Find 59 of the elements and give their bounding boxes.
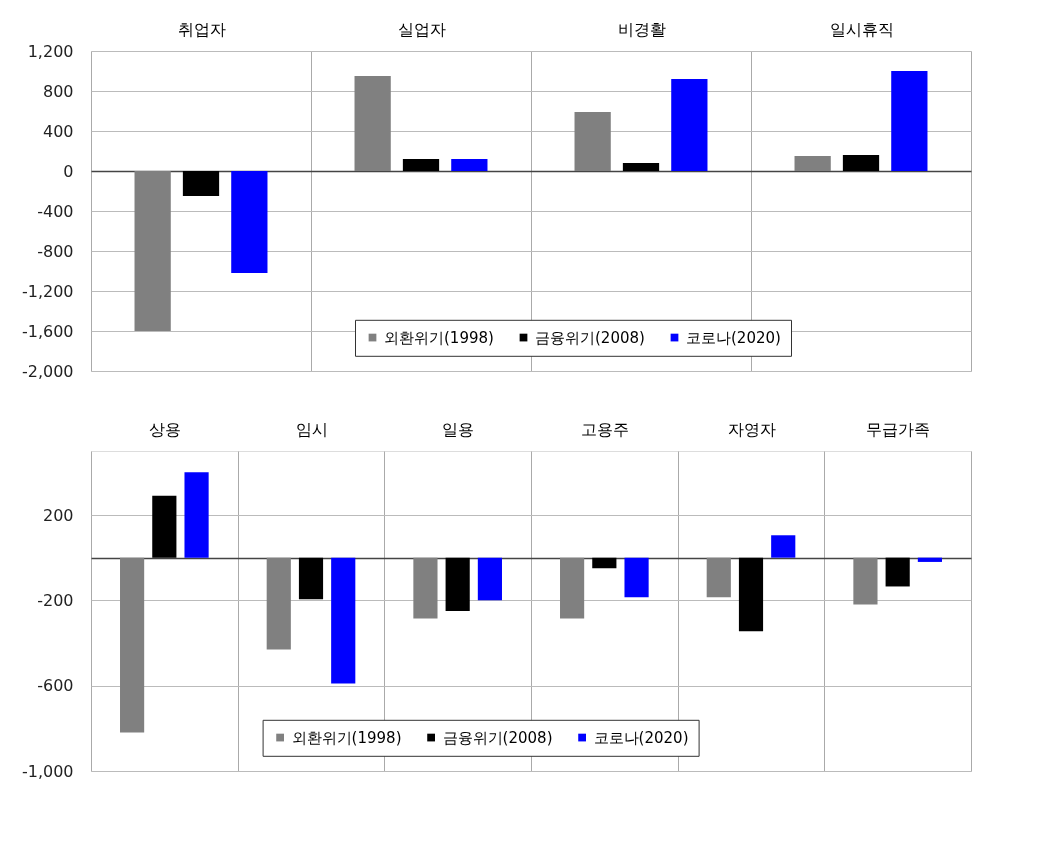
bar — [853, 557, 878, 605]
legend-label: 코로나(2020) — [686, 328, 781, 347]
bar — [885, 557, 910, 587]
x-tick-label: 상용 — [148, 419, 181, 439]
bar — [445, 557, 470, 611]
bar — [592, 557, 617, 569]
bar — [622, 163, 660, 171]
y-tick-label: 1,200 — [27, 41, 74, 61]
bar — [891, 71, 928, 171]
legend-label: 외환위기(1998) — [384, 328, 494, 347]
y-tick-label: 800 — [42, 81, 74, 101]
y-tick-label: -2,000 — [21, 361, 74, 381]
bar — [706, 557, 731, 598]
bar — [794, 156, 831, 171]
bar — [771, 535, 796, 558]
x-tick-label: 일용 — [442, 419, 475, 439]
legend-label: 금융위기(2008) — [535, 328, 645, 347]
legend-label: 금융위기(2008) — [442, 728, 553, 747]
bar — [331, 557, 356, 684]
bar — [738, 557, 764, 632]
y-tick-label: -600 — [37, 676, 74, 696]
bar — [184, 472, 209, 558]
y-tick-label: -1,600 — [21, 321, 74, 341]
bar — [134, 171, 171, 331]
bar — [298, 557, 324, 600]
x-tick-label: 취업자 — [177, 19, 226, 39]
bar — [413, 557, 438, 619]
bar — [451, 159, 488, 171]
x-tick-label: 임시 — [295, 419, 328, 439]
bar — [671, 79, 708, 171]
bar — [354, 76, 391, 171]
bar — [842, 155, 880, 171]
bar — [477, 557, 502, 601]
x-tick-label: 고용주 — [580, 419, 629, 439]
x-tick-label: 비경활 — [617, 19, 666, 39]
bar — [266, 557, 291, 650]
y-tick-label: -400 — [37, 201, 74, 221]
bar — [402, 159, 440, 171]
x-tick-label: 실업자 — [397, 19, 446, 39]
bar — [560, 557, 585, 619]
bar — [120, 557, 145, 733]
legend-label: 외환위기(1998) — [291, 728, 402, 747]
legend-label: 코로나(2020) — [593, 728, 689, 747]
bar — [152, 495, 177, 558]
bar — [182, 171, 220, 196]
bar — [917, 557, 942, 562]
y-tick-label: 200 — [42, 505, 74, 525]
y-tick-label: -1,000 — [21, 761, 74, 781]
y-tick-label: -800 — [37, 241, 74, 261]
bar — [574, 112, 611, 171]
y-tick-label: 0 — [63, 161, 74, 181]
bar — [624, 557, 649, 598]
y-tick-label: -1,200 — [21, 281, 74, 301]
x-tick-label: 자영자 — [727, 419, 776, 439]
y-tick-label: 400 — [42, 121, 74, 141]
bar — [231, 171, 268, 273]
x-tick-label: 일시휴직 — [829, 19, 894, 39]
y-tick-label: -200 — [37, 590, 74, 610]
x-tick-label: 무급가족 — [866, 419, 931, 439]
